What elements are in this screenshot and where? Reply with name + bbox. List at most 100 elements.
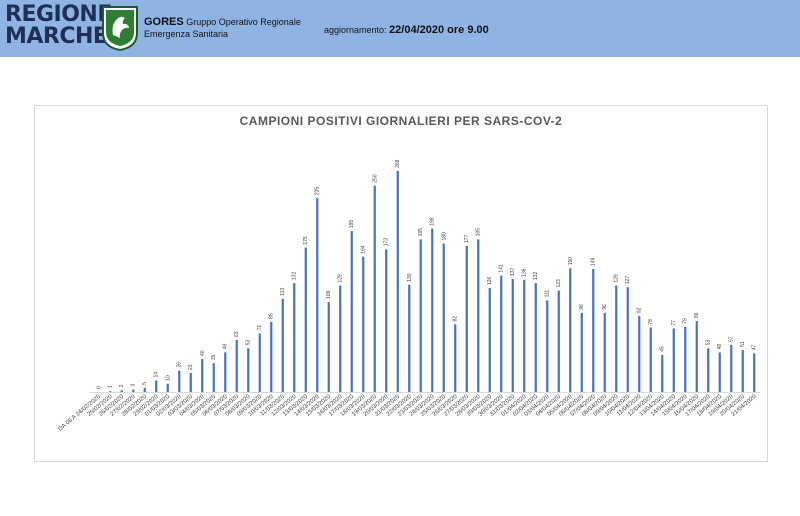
data-label-57: 47: [752, 344, 758, 350]
bar-20: [327, 302, 330, 392]
bar-27: [408, 284, 411, 392]
data-label-46: 127: [625, 276, 631, 285]
data-label-55: 57: [729, 336, 735, 342]
bar-9: [201, 359, 204, 392]
data-label-29: 198: [430, 217, 436, 226]
org-line1: Gruppo Operativo Regionale: [186, 17, 301, 27]
data-label-40: 123: [556, 279, 562, 288]
bar-8: [189, 373, 192, 392]
data-label-13: 53: [246, 339, 252, 345]
data-label-16: 113: [280, 288, 286, 296]
data-label-0: 0: [96, 386, 102, 389]
data-label-3: 3: [131, 384, 137, 387]
data-label-35: 141: [499, 264, 505, 273]
data-label-12: 63: [234, 331, 240, 337]
chart-title: CAMPIONI POSITIVI GIORNALIERI PER SARS-C…: [239, 114, 563, 128]
data-label-38: 132: [533, 272, 539, 281]
data-label-52: 86: [694, 312, 700, 318]
logo-line2: MARCHE: [5, 24, 108, 49]
bar-45: [615, 285, 618, 392]
update-label: aggiornamento:: [324, 25, 387, 35]
data-label-51: 79: [683, 318, 689, 324]
bar-46: [626, 287, 629, 392]
data-label-15: 85: [269, 313, 275, 319]
bar-50: [672, 328, 675, 392]
org-acronym: GORES: [144, 16, 184, 28]
bar-24: [373, 185, 376, 392]
data-label-41: 150: [568, 257, 574, 266]
bar-17: [293, 283, 296, 392]
bar-44: [603, 312, 606, 392]
data-label-7: 26: [177, 362, 183, 368]
bar-30: [442, 243, 445, 392]
data-label-25: 173: [384, 238, 390, 247]
bar-42: [580, 312, 583, 392]
data-label-50: 77: [671, 320, 677, 326]
org-line2: Emergenza Sanitaria: [144, 29, 229, 39]
bar-57: [753, 353, 756, 392]
data-label-27: 130: [407, 273, 413, 282]
data-label-49: 45: [660, 346, 666, 352]
bar-38: [534, 283, 537, 392]
data-label-14: 71: [257, 325, 263, 331]
update-info: aggiornamento: 22/04/2020 ore 9.00: [324, 24, 489, 36]
bar-34: [488, 288, 491, 392]
data-label-24: 250: [372, 174, 378, 183]
data-label-18: 175: [303, 236, 309, 245]
bar-35: [500, 275, 503, 392]
data-label-9: 40: [200, 350, 206, 356]
bar-2: [120, 390, 123, 392]
chart-card: CAMPIONI POSITIVI GIORNALIERI PER SARS-C…: [34, 105, 768, 462]
bar-19: [316, 198, 319, 393]
bar-52: [695, 321, 698, 392]
bar-15: [270, 321, 273, 393]
org-block: GORES Gruppo Operativo Regionale Emergen…: [144, 16, 301, 40]
bar-21: [339, 285, 342, 392]
bar-37: [523, 279, 526, 392]
data-label-30: 180: [441, 232, 447, 241]
data-label-32: 177: [464, 234, 470, 243]
data-label-47: 92: [637, 307, 643, 313]
bar-22: [350, 231, 353, 393]
data-label-54: 48: [717, 344, 723, 350]
bar-7: [178, 370, 181, 392]
bar-25: [385, 249, 388, 392]
data-label-34: 126: [487, 276, 493, 285]
bar-10: [212, 363, 215, 393]
bar-28: [419, 239, 422, 393]
data-label-44: 96: [602, 304, 608, 310]
update-value: 22/04/2020 ore 9.00: [389, 24, 489, 36]
bar-36: [511, 278, 514, 392]
data-label-37: 136: [522, 268, 528, 277]
bar-5: [155, 380, 158, 392]
data-label-43: 149: [591, 258, 597, 267]
bar-23: [362, 256, 365, 392]
bar-13: [247, 348, 250, 392]
data-label-48: 78: [648, 319, 654, 325]
header-band: REGIONE MARCHE GORES Gruppo Operativo Re…: [0, 0, 800, 57]
data-label-8: 23: [188, 364, 194, 370]
bar-56: [741, 349, 744, 392]
data-label-42: 96: [579, 304, 585, 310]
bar-3: [132, 389, 135, 392]
data-label-45: 129: [614, 274, 620, 283]
data-label-23: 164: [361, 245, 367, 254]
bar-53: [707, 348, 710, 392]
data-label-33: 185: [476, 228, 482, 237]
regione-marche-logo: REGIONE MARCHE: [5, 4, 112, 48]
data-label-20: 109: [326, 291, 332, 300]
data-label-56: 51: [740, 341, 746, 347]
data-label-5: 14: [154, 372, 160, 378]
data-label-28: 185: [418, 228, 424, 237]
data-label-31: 82: [453, 316, 459, 322]
region-emblem-icon: [102, 6, 138, 51]
bar-41: [569, 268, 572, 392]
data-label-53: 53: [706, 339, 712, 345]
data-label-22: 195: [349, 220, 355, 229]
data-label-36: 137: [510, 267, 516, 276]
bar-32: [465, 245, 468, 392]
bar-11: [224, 352, 227, 392]
data-label-11: 48: [223, 344, 229, 350]
data-label-4: 5: [142, 382, 148, 385]
bar-47: [638, 316, 641, 392]
